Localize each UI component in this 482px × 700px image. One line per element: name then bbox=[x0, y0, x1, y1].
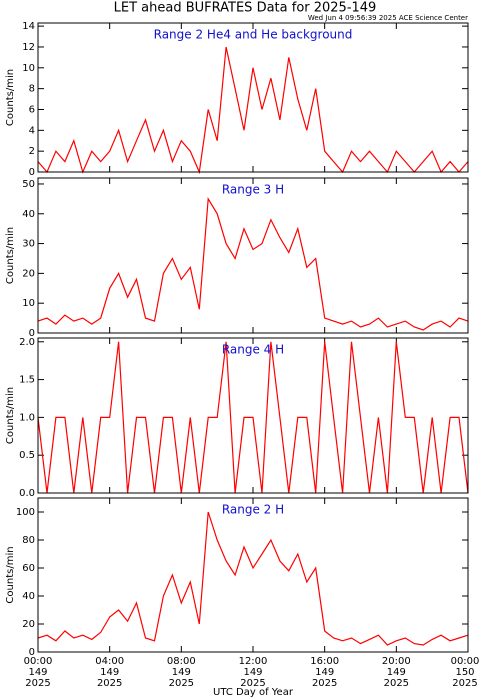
timestamp: Wed Jun 4 09:56:39 2025 ACE Science Cent… bbox=[308, 14, 468, 22]
x-tick-label: 149 bbox=[387, 667, 406, 678]
x-tick-label: 00:00 bbox=[451, 656, 480, 667]
y-tick-label: 10 bbox=[22, 298, 35, 309]
plot-frame bbox=[37, 22, 469, 173]
y-tick-label: 0 bbox=[29, 328, 35, 339]
x-axis-label: UTC Day of Year bbox=[213, 687, 294, 698]
y-tick-label: 2.0 bbox=[19, 337, 35, 348]
series-line bbox=[37, 511, 469, 646]
panel-title: Range 2 He4 and He background bbox=[154, 28, 353, 42]
x-tick-label: 150 bbox=[455, 667, 474, 678]
x-tick-label: 149 bbox=[315, 667, 334, 678]
x-tick-label: 16:00 bbox=[310, 656, 339, 667]
x-tick-label: 2025 bbox=[25, 678, 50, 689]
x-tick-label: 2025 bbox=[452, 678, 477, 689]
y-tick-label: 0 bbox=[29, 167, 35, 178]
y-tick-label: 0 bbox=[29, 647, 35, 658]
plot-frame bbox=[37, 337, 469, 494]
y-tick-label: 0.5 bbox=[19, 450, 35, 461]
y-axis-label: Counts/min bbox=[5, 387, 16, 444]
x-tick-label: 149 bbox=[28, 667, 47, 678]
y-tick-label: 12 bbox=[22, 42, 35, 53]
plot-frame bbox=[37, 177, 469, 334]
x-tick-label: 149 bbox=[243, 667, 262, 678]
y-tick-label: 50 bbox=[22, 179, 35, 190]
y-tick-label: 1.0 bbox=[19, 412, 35, 423]
y-tick-label: 60 bbox=[22, 563, 35, 574]
x-tick-label: 149 bbox=[100, 667, 119, 678]
x-tick-label: 2025 bbox=[97, 678, 122, 689]
series-line bbox=[37, 341, 469, 494]
x-tick-label: 2025 bbox=[240, 678, 265, 689]
y-tick-label: 14 bbox=[22, 21, 35, 32]
y-tick-label: 40 bbox=[22, 209, 35, 220]
y-tick-label: 10 bbox=[22, 63, 35, 74]
y-tick-label: 30 bbox=[22, 239, 35, 250]
y-tick-label: 40 bbox=[22, 591, 35, 602]
y-tick-label: 2 bbox=[29, 146, 35, 157]
y-tick-label: 0.0 bbox=[19, 488, 35, 499]
y-tick-label: 20 bbox=[22, 268, 35, 279]
y-axis-label: Counts/min bbox=[5, 546, 16, 603]
x-tick-label: 20:00 bbox=[382, 656, 411, 667]
panel-title: Range 3 H bbox=[222, 183, 284, 197]
plot-frame bbox=[37, 497, 469, 653]
x-tick-label: 12:00 bbox=[239, 656, 268, 667]
x-tick-label: 2025 bbox=[169, 678, 194, 689]
y-tick-label: 80 bbox=[22, 535, 35, 546]
x-tick-label: 2025 bbox=[384, 678, 409, 689]
x-tick-label: 149 bbox=[172, 667, 191, 678]
y-tick-label: 100 bbox=[16, 507, 35, 518]
series-line bbox=[37, 196, 469, 331]
panel-title: Range 2 H bbox=[222, 503, 284, 517]
x-tick-label: 08:00 bbox=[167, 656, 196, 667]
y-tick-label: 20 bbox=[22, 619, 35, 630]
series-line bbox=[37, 46, 469, 175]
y-tick-label: 6 bbox=[29, 104, 35, 115]
y-tick-label: 1.5 bbox=[19, 375, 35, 386]
chart-title: LET ahead BUFRATES Data for 2025-149 bbox=[114, 1, 377, 16]
y-tick-label: 4 bbox=[29, 125, 35, 136]
x-tick-label: 04:00 bbox=[95, 656, 124, 667]
x-tick-label: 2025 bbox=[312, 678, 337, 689]
y-axis-label: Counts/min bbox=[5, 227, 16, 284]
y-axis-label: Counts/min bbox=[5, 69, 16, 126]
y-tick-label: 8 bbox=[29, 84, 35, 95]
panel-title: Range 4 H bbox=[222, 343, 284, 357]
x-tick-label: 00:00 bbox=[24, 656, 53, 667]
